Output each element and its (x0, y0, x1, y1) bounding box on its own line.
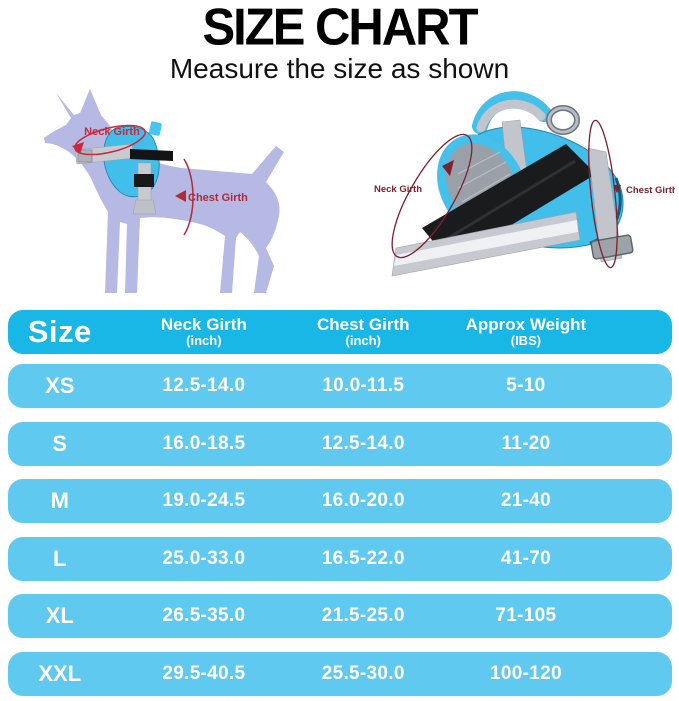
harness-handle-strap (476, 99, 546, 133)
reflective-stripe (394, 220, 578, 266)
neck-girth-arrowhead (442, 160, 454, 176)
chest-girth-value: 10.0-11.5 (322, 375, 405, 396)
chest-girth-value: 21.5-25.0 (321, 605, 405, 626)
page-title: SIZE CHART (202, 0, 479, 57)
header-chest-girth: Chest Girth (inch) (280, 316, 446, 347)
chest-girth-arrowhead (175, 190, 186, 202)
neck-girth-label: Neck Girth (374, 184, 422, 195)
harness-illustration: Neck Girth Chest Girth (374, 91, 678, 277)
header-chest-girth-main: Chest Girth (316, 315, 410, 335)
chest-girth-arrowhead (613, 185, 621, 193)
neck-girth-value: 16.0-18.5 (162, 432, 246, 454)
size-value: L (53, 545, 67, 571)
chest-girth-label: Chest Girth (188, 192, 248, 204)
weight-value: 41-70 (500, 547, 551, 569)
table-row-xxl: XXL 29.5-40.5 25.5-30.0 100-120 (8, 651, 672, 696)
chest-girth-value: 12.5-14.0 (321, 432, 405, 454)
harness-measurement-diagram: Neck Girth Chest Girth (370, 86, 678, 300)
table-row-xs: XS 12.5-14.0 10.0-11.5 5-10 (8, 364, 672, 408)
chest-girth-value: 16.5-22.0 (321, 547, 405, 569)
chest-girth-label: Chest Girth (626, 185, 675, 196)
dog-harness-strap-end (132, 199, 157, 215)
size-table: Size Neck Girth (inch) Chest Girth (inch… (8, 310, 672, 696)
neck-girth-value: 12.5-14.0 (162, 375, 246, 396)
chest-girth-arc (183, 158, 194, 236)
header-approx-weight-main: Approx Weight (465, 315, 587, 335)
page-subtitle: Measure the size as shown (169, 53, 510, 84)
side-strap (587, 147, 623, 263)
size-value: XL (45, 603, 74, 628)
leash-d-ring-highlight (547, 106, 579, 134)
chest-girth-value: 16.0-20.0 (321, 490, 405, 511)
size-value: M (50, 488, 69, 513)
header-neck-girth-unit: (inch) (186, 333, 222, 349)
weight-value: 5-10 (506, 375, 546, 396)
table-header-row: Size Neck Girth (inch) Chest Girth (inch… (8, 310, 672, 354)
chest-girth-value: 25.5-30.0 (321, 662, 405, 684)
dog-silhouette-illustration: Neck Girth Chest Girth (44, 89, 284, 293)
table-row-xl: XL 26.5-35.0 21.5-25.0 71-105 (8, 594, 672, 638)
dog-silhouette (44, 89, 284, 293)
table-row-m: M 19.0-24.5 16.0-20.0 21-40 (8, 479, 672, 523)
table-row-l: L 25.0-33.0 16.5-22.0 41-70 (8, 536, 672, 581)
size-value: S (52, 430, 68, 456)
header-size: Size (27, 314, 92, 349)
neck-girth-label: Neck Girth (84, 126, 140, 138)
neck-girth-value: 29.5-40.5 (162, 662, 246, 684)
dog-harness-belly-buckle (134, 174, 154, 187)
neck-girth-arrowhead (72, 142, 84, 154)
harness-black-strap-sheen (439, 159, 576, 245)
header-neck-girth: Neck Girth (inch) (128, 316, 281, 347)
header-approx-weight-unit: (IBS) (510, 333, 542, 349)
size-value: XXL (38, 660, 82, 686)
dog-harness-handle-tab (149, 121, 162, 136)
header-approx-weight: Approx Weight (IBS) (446, 316, 605, 347)
size-value: XS (45, 373, 75, 398)
table-row-s: S 16.0-18.5 12.5-14.0 11-20 (8, 421, 672, 466)
neck-girth-value: 26.5-35.0 (162, 605, 246, 626)
dog-measurement-diagram: Neck Girth Chest Girth (20, 88, 320, 300)
dog-harness-black-strap (130, 149, 173, 161)
header-neck-girth-main: Neck Girth (160, 315, 247, 335)
neck-girth-ellipse (391, 133, 473, 259)
weight-value: 21-40 (500, 490, 551, 511)
neck-girth-value: 25.0-33.0 (162, 547, 246, 569)
neck-girth-value: 19.0-24.5 (162, 490, 246, 511)
header-chest-girth-unit: (inch) (345, 333, 381, 349)
weight-value: 11-20 (501, 432, 551, 454)
weight-value: 100-120 (489, 662, 562, 684)
chest-girth-ellipse (588, 119, 618, 269)
weight-value: 71-105 (495, 605, 557, 626)
